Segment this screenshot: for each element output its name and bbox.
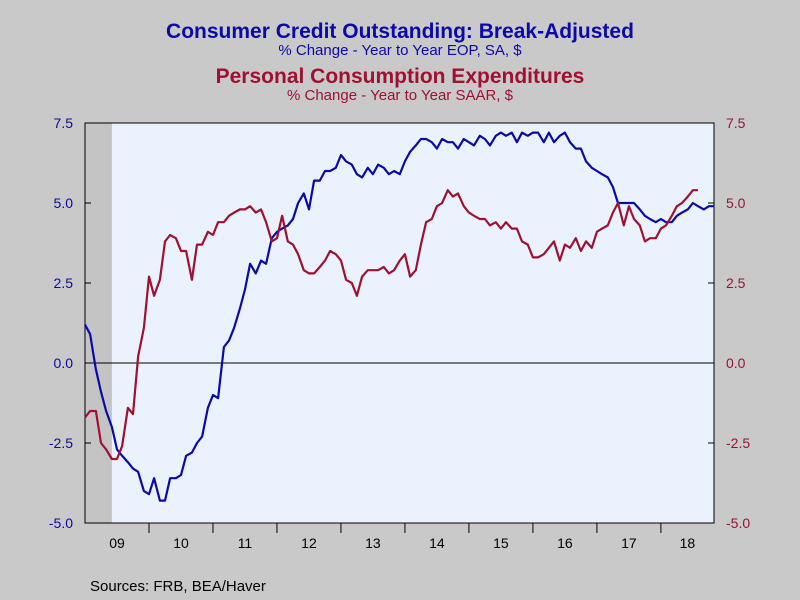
y-tick-label-left: -5.0 [49,515,73,531]
y-tick-label-left: 7.5 [54,115,74,131]
y-tick-label-left: 5.0 [54,195,74,211]
chart-title-pce: Personal Consumption Expenditures [215,65,585,88]
y-tick-label-left: 2.5 [54,275,74,291]
chart-subtitle-consumer-credit: % Change - Year to Year EOP, SA, $ [278,42,522,59]
y-tick-label-left: -2.5 [49,435,73,451]
recession-shading [85,123,112,523]
series-line-pce [84,189,698,461]
plot-area [85,123,714,523]
x-tick-label: 14 [429,535,445,551]
y-tick-label-right: 2.5 [726,275,746,291]
series-line-consumer-credit [84,131,714,502]
x-tick-label: 16 [557,535,573,551]
x-tick-label: 11 [238,535,253,551]
y-tick-label-right: -2.5 [726,435,750,451]
x-tick-label: 12 [301,535,317,551]
x-tick-label: 10 [173,535,189,551]
y-tick-label-right: 7.5 [726,115,746,131]
chart-source-note: Sources: FRB, BEA/Haver [90,578,266,595]
x-tick-label: 13 [365,535,381,551]
y-tick-label-right: 0.0 [726,355,746,371]
x-tick-label: 09 [109,535,125,551]
y-tick-label-right: 5.0 [726,195,746,211]
plot-frame [84,122,715,524]
y-tick-label-left: 0.0 [54,355,74,371]
y-tick-label-right: -5.0 [726,515,750,531]
chart-subtitle-pce: % Change - Year to Year SAAR, $ [287,87,513,104]
x-tick-label: 15 [493,535,509,551]
x-tick-label: 18 [680,535,696,551]
x-tick-label: 17 [621,535,637,551]
chart-title-consumer-credit: Consumer Credit Outstanding: Break-Adjus… [166,20,634,43]
